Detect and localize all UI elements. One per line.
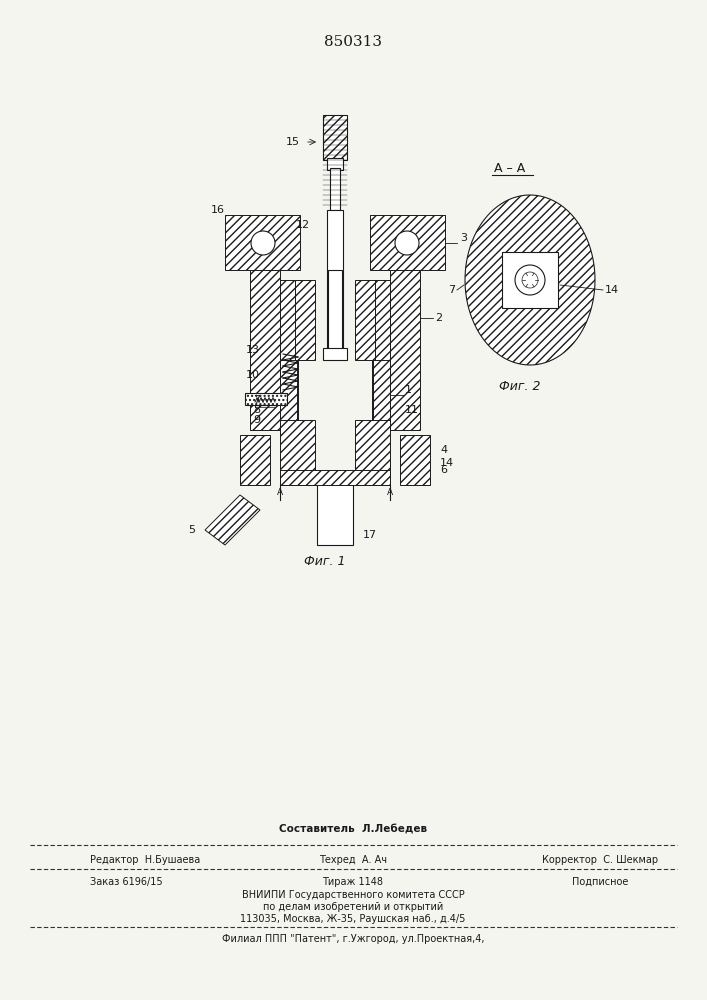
Polygon shape bbox=[370, 215, 445, 270]
Polygon shape bbox=[280, 360, 297, 420]
Text: 10: 10 bbox=[246, 370, 260, 380]
Text: 4: 4 bbox=[440, 445, 447, 455]
Bar bbox=[328, 270, 342, 350]
Polygon shape bbox=[280, 470, 390, 485]
Polygon shape bbox=[240, 435, 270, 485]
Text: 2: 2 bbox=[435, 313, 442, 323]
Text: Фиг. 2: Фиг. 2 bbox=[499, 380, 541, 393]
Circle shape bbox=[251, 231, 275, 255]
Text: 15: 15 bbox=[286, 137, 300, 147]
Text: Подписное: Подписное bbox=[572, 877, 629, 887]
Text: Корректор  С. Шекмар: Корректор С. Шекмар bbox=[542, 855, 658, 865]
Bar bbox=[323, 348, 347, 360]
Polygon shape bbox=[280, 280, 298, 420]
Text: А – А: А – А bbox=[494, 162, 525, 175]
Polygon shape bbox=[250, 270, 280, 430]
Polygon shape bbox=[295, 280, 315, 360]
Bar bbox=[245, 393, 287, 405]
Text: 113035, Москва, Ж-35, Раушская наб., д.4/5: 113035, Москва, Ж-35, Раушская наб., д.4… bbox=[240, 914, 466, 924]
Polygon shape bbox=[280, 420, 315, 485]
Bar bbox=[502, 252, 558, 308]
Circle shape bbox=[515, 265, 545, 295]
Text: А: А bbox=[387, 488, 393, 497]
Bar bbox=[317, 480, 353, 545]
Text: Тираж 1148: Тираж 1148 bbox=[322, 877, 383, 887]
Text: по делам изобретений и открытий: по делам изобретений и открытий bbox=[263, 902, 443, 912]
Text: Филиал ППП "Патент", г.Ужгород, ул.Проектная,4,: Филиал ППП "Патент", г.Ужгород, ул.Проек… bbox=[222, 934, 484, 944]
Polygon shape bbox=[205, 495, 260, 545]
Text: 7: 7 bbox=[253, 395, 260, 405]
Text: 5: 5 bbox=[188, 525, 195, 535]
Polygon shape bbox=[372, 280, 390, 420]
Bar bbox=[330, 168, 340, 210]
Text: 9: 9 bbox=[253, 415, 260, 425]
Polygon shape bbox=[355, 280, 375, 360]
Text: 14: 14 bbox=[605, 285, 619, 295]
Polygon shape bbox=[225, 215, 300, 270]
Text: А: А bbox=[277, 488, 283, 497]
Text: 7: 7 bbox=[448, 285, 455, 295]
Text: Техред  А. Ач: Техред А. Ач bbox=[319, 855, 387, 865]
Bar bbox=[323, 115, 347, 160]
Polygon shape bbox=[373, 360, 390, 420]
Text: ВНИИПИ Государственного комитета СССР: ВНИИПИ Государственного комитета СССР bbox=[242, 890, 464, 900]
Text: 13: 13 bbox=[246, 345, 260, 355]
Polygon shape bbox=[355, 420, 390, 485]
Text: 12: 12 bbox=[296, 220, 310, 230]
Text: Фиг. 1: Фиг. 1 bbox=[304, 555, 346, 568]
Text: 8: 8 bbox=[253, 405, 260, 415]
Text: 850313: 850313 bbox=[324, 35, 382, 49]
Text: 11: 11 bbox=[405, 405, 419, 415]
Polygon shape bbox=[400, 435, 430, 485]
Text: 1: 1 bbox=[405, 385, 412, 395]
Bar bbox=[327, 158, 343, 170]
Circle shape bbox=[522, 272, 538, 288]
Text: 6: 6 bbox=[440, 465, 447, 475]
Polygon shape bbox=[465, 195, 595, 365]
Text: 14: 14 bbox=[440, 458, 454, 468]
Text: Заказ 6196/15: Заказ 6196/15 bbox=[90, 877, 163, 887]
Text: 3: 3 bbox=[460, 233, 467, 243]
Polygon shape bbox=[390, 270, 420, 430]
Text: Редактор  Н.Бушаева: Редактор Н.Бушаева bbox=[90, 855, 200, 865]
Circle shape bbox=[395, 231, 419, 255]
Text: 16: 16 bbox=[211, 205, 225, 215]
Bar bbox=[327, 210, 343, 350]
Text: Составитель  Л.Лебедев: Составитель Л.Лебедев bbox=[279, 825, 427, 835]
Text: 17: 17 bbox=[363, 530, 377, 540]
